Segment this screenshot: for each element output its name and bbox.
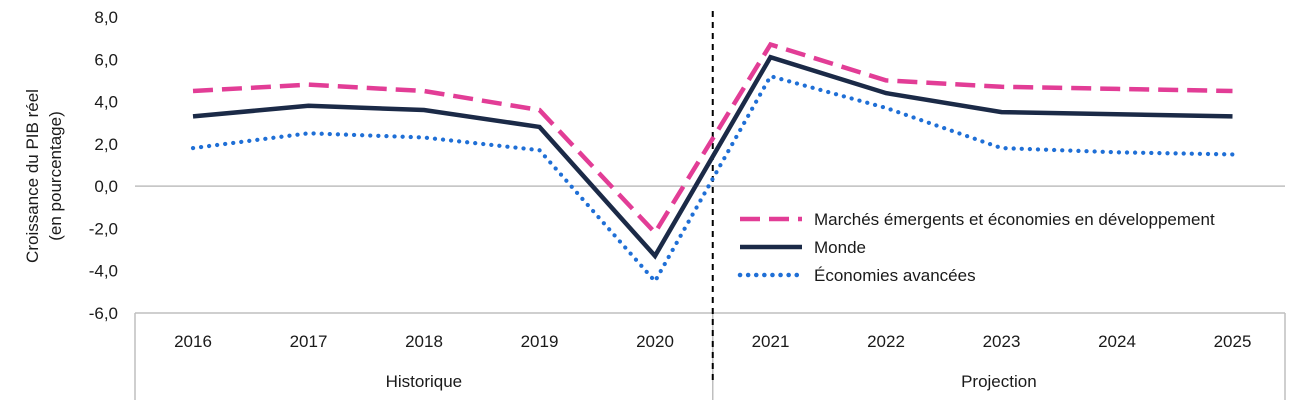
data-point <box>769 55 773 59</box>
x-group-label: Projection <box>961 372 1037 391</box>
x-axis-groups: Historique Projection <box>386 372 1037 391</box>
y-axis-title-line: (en pourcentage) <box>46 111 65 240</box>
x-axis-ticks: 2016 2017 2018 2019 2020 2021 2022 2023 2024 2025 <box>174 332 1251 351</box>
axis-frame <box>134 11 1286 400</box>
y-axis-ticks: -6,0 -4,0 -2,0 0,0 2,0 4,0 6,0 8,0 <box>89 8 118 323</box>
data-point <box>191 146 195 150</box>
data-point <box>884 78 888 82</box>
x-tick-label: 2016 <box>174 332 212 351</box>
data-point <box>1000 110 1004 114</box>
x-tick-label: 2022 <box>867 332 905 351</box>
y-tick-label: 2,0 <box>94 135 118 154</box>
data-point <box>653 254 657 258</box>
x-tick-label: 2020 <box>636 332 674 351</box>
data-point <box>307 104 311 108</box>
x-tick-label: 2018 <box>405 332 443 351</box>
data-point <box>653 279 657 283</box>
x-tick-label: 2019 <box>521 332 559 351</box>
legend-label: Marchés émergents et économies en dévelo… <box>814 210 1215 229</box>
series-line-2 <box>190 73 1235 285</box>
data-point <box>307 131 311 135</box>
y-tick-label: 4,0 <box>94 93 118 112</box>
series-line-0 <box>192 41 1233 237</box>
x-group-label: Historique <box>386 372 463 391</box>
legend-label: Monde <box>814 238 866 257</box>
data-point <box>191 114 195 118</box>
data-point <box>1115 112 1119 116</box>
data-point <box>769 74 773 78</box>
y-tick-label: -4,0 <box>89 262 118 281</box>
data-point <box>538 108 542 112</box>
data-point <box>1231 152 1235 156</box>
data-point <box>884 91 888 95</box>
data-point <box>1115 150 1119 154</box>
data-point <box>1000 146 1004 150</box>
data-point <box>1000 85 1004 89</box>
y-tick-label: -6,0 <box>89 304 118 323</box>
data-point <box>422 89 426 93</box>
y-tick-label: 6,0 <box>94 50 118 69</box>
data-point <box>307 83 311 87</box>
legend-label: Économies avancées <box>814 266 976 285</box>
y-tick-label: 0,0 <box>94 177 118 196</box>
data-point <box>1231 89 1235 93</box>
data-point <box>538 148 542 152</box>
y-tick-label: -2,0 <box>89 219 118 238</box>
data-point <box>884 106 888 110</box>
x-tick-label: 2025 <box>1214 332 1252 351</box>
x-tick-label: 2023 <box>983 332 1021 351</box>
x-tick-label: 2021 <box>752 332 790 351</box>
data-point <box>653 231 657 235</box>
y-axis-title: Croissance du PIB réel (en pourcentage) <box>23 89 65 263</box>
y-tick-label: 8,0 <box>94 8 118 27</box>
x-tick-label: 2024 <box>1098 332 1136 351</box>
data-point <box>769 42 773 46</box>
data-point <box>191 89 195 93</box>
series-lines <box>190 41 1235 285</box>
y-axis-title-line: Croissance du PIB réel <box>23 89 42 263</box>
data-point <box>422 108 426 112</box>
x-tick-label: 2017 <box>290 332 328 351</box>
data-point <box>1115 87 1119 91</box>
data-point <box>538 125 542 129</box>
legend: Marchés émergents et économies en dévelo… <box>737 210 1215 285</box>
series-line-1 <box>192 54 1233 260</box>
data-point <box>422 136 426 140</box>
data-point <box>1231 114 1235 118</box>
